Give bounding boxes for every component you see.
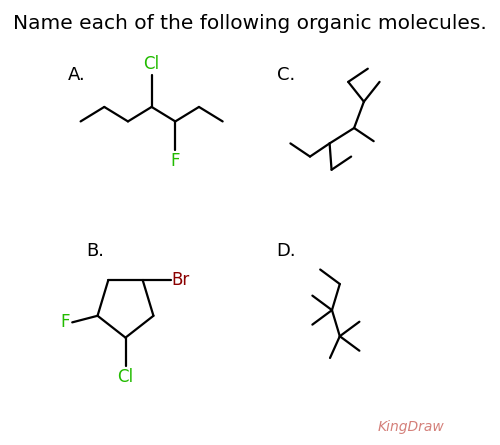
Text: Cl: Cl	[118, 368, 134, 386]
Text: F: F	[170, 152, 180, 170]
Text: Cl: Cl	[144, 55, 160, 73]
Text: C.: C.	[276, 66, 295, 84]
Text: Name each of the following organic molecules.: Name each of the following organic molec…	[13, 14, 487, 33]
Text: KingDraw: KingDraw	[377, 421, 444, 434]
Text: F: F	[60, 313, 70, 332]
Text: A.: A.	[68, 66, 86, 84]
Text: Br: Br	[172, 271, 190, 289]
Text: D.: D.	[276, 242, 296, 260]
Text: B.: B.	[86, 242, 104, 260]
